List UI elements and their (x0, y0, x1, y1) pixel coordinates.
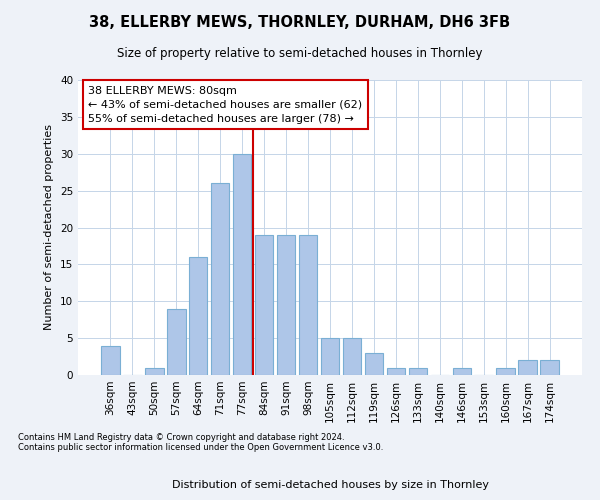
Bar (233, 154, 251, 375)
Text: Contains public sector information licensed under the Open Government Licence v3: Contains public sector information licen… (18, 442, 383, 452)
Text: 38 ELLERBY MEWS: 80sqm
← 43% of semi-detached houses are smaller (62)
55% of sem: 38 ELLERBY MEWS: 80sqm ← 43% of semi-det… (88, 86, 362, 124)
Bar (386, 368, 405, 375)
Bar (101, 346, 119, 375)
Text: Size of property relative to semi-detached houses in Thornley: Size of property relative to semi-detach… (117, 48, 483, 60)
Bar (496, 368, 515, 375)
Bar (541, 360, 559, 375)
Bar (365, 353, 383, 375)
Text: Distribution of semi-detached houses by size in Thornley: Distribution of semi-detached houses by … (172, 480, 488, 490)
Bar (189, 257, 208, 375)
Bar (145, 368, 164, 375)
Bar (343, 338, 361, 375)
Bar (409, 368, 427, 375)
Bar (255, 235, 274, 375)
Bar (320, 338, 340, 375)
Bar (452, 368, 471, 375)
Bar (299, 235, 317, 375)
Bar (518, 360, 537, 375)
Y-axis label: Number of semi-detached properties: Number of semi-detached properties (44, 124, 55, 330)
Bar (211, 183, 229, 375)
Bar (167, 308, 185, 375)
Bar (277, 235, 295, 375)
Text: Contains HM Land Registry data © Crown copyright and database right 2024.: Contains HM Land Registry data © Crown c… (18, 432, 344, 442)
Text: 38, ELLERBY MEWS, THORNLEY, DURHAM, DH6 3FB: 38, ELLERBY MEWS, THORNLEY, DURHAM, DH6 … (89, 15, 511, 30)
